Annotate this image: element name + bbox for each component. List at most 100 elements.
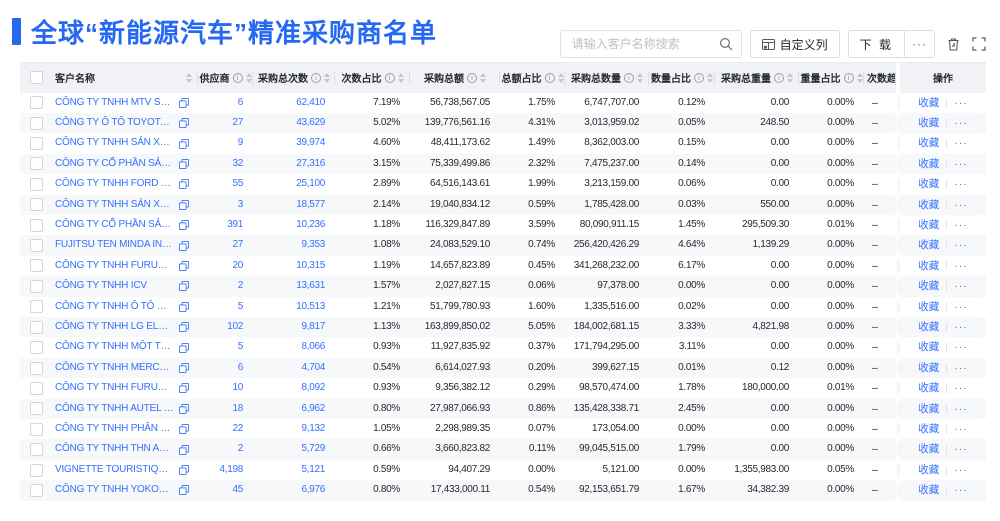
row-checkbox[interactable] (29, 341, 43, 355)
column-header-trend[interactable]: 次数趋势 (864, 62, 896, 93)
customer-name-link[interactable]: CÔNG TY TNHH FURUKAWA A... (55, 259, 174, 271)
sort-icon[interactable] (245, 72, 252, 83)
favorite-link[interactable]: 收藏 (918, 320, 940, 333)
favorite-link[interactable]: 收藏 (918, 259, 940, 272)
customer-name-link[interactable]: CÔNG TY CỔ PHẦN SẢN XUẤT... (55, 218, 174, 230)
info-icon[interactable]: i (232, 72, 243, 83)
copy-icon[interactable] (179, 240, 189, 251)
info-icon[interactable]: i (694, 72, 704, 83)
column-header-total-qty[interactable]: 采购总数量 i (565, 62, 649, 93)
favorite-link[interactable]: 收藏 (918, 157, 940, 170)
row-checkbox[interactable] (29, 402, 43, 416)
favorite-link[interactable]: 收藏 (918, 116, 940, 129)
copy-icon[interactable] (179, 444, 189, 455)
customer-name-link[interactable]: CÔNG TY Ô TÔ TOYOTA VIỆT ... (55, 116, 174, 128)
download-more-button[interactable]: ··· (905, 30, 935, 58)
customer-name-link[interactable]: CÔNG TY TNHH MTV SẢN XUẤ... (55, 96, 174, 108)
row-more-button[interactable]: ··· (954, 259, 968, 272)
copy-icon[interactable] (179, 301, 189, 312)
copy-icon[interactable] (179, 118, 189, 129)
sort-icon[interactable] (637, 72, 643, 83)
favorite-link[interactable]: 收藏 (918, 463, 940, 476)
row-checkbox[interactable] (29, 381, 43, 395)
customer-name-link[interactable]: CÔNG TY TNHH PHÂN PHỐI T... (55, 423, 174, 434)
customer-name-link[interactable]: VIGNETTE TOURISTIQUE G UNI... (55, 463, 174, 475)
customer-name-link[interactable]: CÔNG TY TNHH YOKOWO VIỆT... (55, 484, 174, 496)
row-more-button[interactable]: ··· (954, 96, 968, 109)
column-header-purchase-count[interactable]: 采购总次数 i (253, 62, 335, 93)
row-checkbox[interactable] (29, 422, 43, 436)
favorite-link[interactable]: 收藏 (918, 382, 940, 395)
row-more-button[interactable]: ··· (954, 157, 968, 170)
sort-icon[interactable] (856, 72, 863, 83)
favorite-link[interactable]: 收藏 (918, 280, 940, 293)
row-checkbox[interactable] (29, 198, 43, 212)
copy-icon[interactable] (179, 158, 189, 169)
customer-name-link[interactable]: CÔNG TY TNHH ICV (55, 280, 147, 292)
favorite-link[interactable]: 收藏 (918, 96, 940, 109)
row-more-button[interactable]: ··· (954, 218, 968, 231)
customer-name-link[interactable]: FUJITSU TEN MINDA INDIA PVT... (55, 239, 174, 251)
customer-name-link[interactable]: CÔNG TY TNHH SẢN XUẤT VÀ ... (55, 137, 174, 149)
row-more-button[interactable]: ··· (954, 116, 968, 129)
copy-icon[interactable] (179, 97, 189, 108)
row-more-button[interactable]: ··· (954, 463, 968, 476)
row-more-button[interactable]: ··· (954, 280, 968, 293)
favorite-link[interactable]: 收藏 (918, 361, 940, 374)
sort-icon[interactable] (707, 72, 713, 83)
column-header-total-amount[interactable]: 采购总额 i (410, 62, 500, 93)
column-header-qty-pct[interactable]: 数量占比 i (649, 62, 715, 93)
row-more-button[interactable]: ··· (954, 423, 968, 435)
info-icon[interactable]: i (624, 72, 634, 83)
row-more-button[interactable]: ··· (954, 361, 968, 374)
delete-icon[interactable] (946, 37, 961, 52)
row-more-button[interactable]: ··· (954, 320, 968, 333)
copy-icon[interactable] (179, 465, 189, 476)
download-button[interactable]: 下 载 (847, 30, 905, 58)
row-more-button[interactable]: ··· (954, 402, 968, 415)
search-input[interactable] (569, 36, 719, 52)
customer-name-link[interactable]: CÔNG TY TNHH FURUKAWA A... (55, 382, 174, 394)
row-checkbox[interactable] (29, 361, 43, 375)
sort-icon[interactable] (186, 72, 192, 83)
info-icon[interactable]: i (467, 72, 477, 83)
customer-name-link[interactable]: CÔNG TY TNHH MERCEDES–B... (55, 361, 174, 373)
info-icon[interactable]: i (843, 72, 854, 83)
favorite-link[interactable]: 收藏 (918, 341, 940, 354)
row-more-button[interactable]: ··· (954, 382, 968, 395)
row-checkbox[interactable] (29, 259, 43, 273)
column-header-total-weight[interactable]: 采购总重量 i (715, 62, 799, 93)
favorite-link[interactable]: 收藏 (918, 300, 940, 313)
copy-icon[interactable] (179, 260, 189, 271)
row-checkbox[interactable] (29, 300, 43, 314)
customize-columns-button[interactable]: 自定义列 (749, 30, 840, 58)
copy-icon[interactable] (179, 485, 189, 496)
copy-icon[interactable] (179, 362, 189, 373)
row-checkbox[interactable] (29, 96, 43, 110)
info-icon[interactable]: i (774, 72, 784, 83)
row-checkbox[interactable] (29, 157, 43, 171)
customer-name-link[interactable]: CÔNG TY TNHH FORD VIỆT NAM (55, 178, 174, 190)
favorite-link[interactable]: 收藏 (918, 484, 940, 497)
fullscreen-icon[interactable] (972, 37, 986, 51)
customer-name-link[interactable]: CÔNG TY TNHH AUTEL VIỆT N... (55, 402, 174, 414)
copy-icon[interactable] (179, 403, 189, 414)
favorite-link[interactable]: 收藏 (918, 137, 940, 150)
sort-icon[interactable] (480, 72, 486, 83)
customer-name-link[interactable]: CÔNG TY TNHH MỘT THÀNH V... (55, 341, 174, 353)
sort-icon[interactable] (324, 72, 330, 83)
row-checkbox[interactable] (29, 239, 43, 253)
customer-name-link[interactable]: CÔNG TY TNHH THN AUTOPAR... (55, 443, 174, 455)
copy-icon[interactable] (179, 179, 189, 190)
customer-name-link[interactable]: CÔNG TY TNHH SẢN XUẤT VÀ ... (55, 198, 174, 210)
customer-name-link[interactable]: CÔNG TY CỔ PHẦN SẢN XUẤT... (55, 157, 174, 169)
search-icon[interactable] (719, 37, 733, 51)
copy-icon[interactable] (179, 322, 189, 333)
row-checkbox[interactable] (29, 116, 43, 130)
sort-icon[interactable] (787, 72, 793, 83)
column-header-customer[interactable]: 客户名称 (52, 62, 198, 93)
row-checkbox[interactable] (29, 177, 43, 191)
row-more-button[interactable]: ··· (954, 239, 968, 252)
row-checkbox[interactable] (29, 320, 43, 334)
copy-icon[interactable] (179, 424, 189, 435)
